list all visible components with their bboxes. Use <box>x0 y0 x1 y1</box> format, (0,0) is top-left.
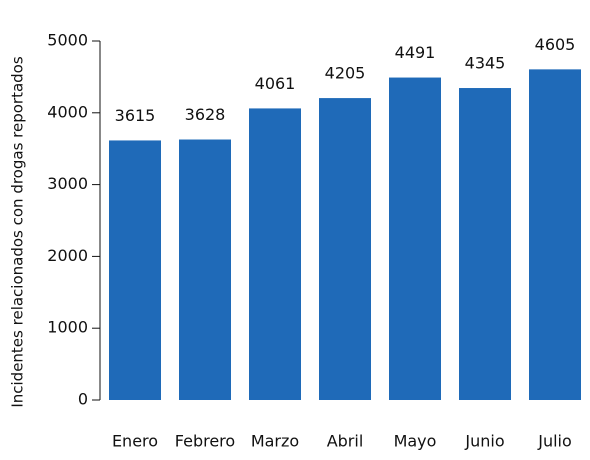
data-label: 4605 <box>535 35 576 54</box>
y-tick-label: 4000 <box>47 102 88 121</box>
y-tick-label: 5000 <box>47 31 88 50</box>
x-tick-label: Enero <box>112 432 158 451</box>
x-tick-label: Julio <box>537 432 572 451</box>
y-axis-label: Incidentes relacionados con drogas repor… <box>9 56 27 408</box>
data-label: 3628 <box>185 105 226 124</box>
y-tick-label: 0 <box>78 390 88 409</box>
bar <box>179 139 231 401</box>
y-tick-label: 1000 <box>47 318 88 337</box>
x-tick-label: Abril <box>327 432 364 451</box>
bar <box>109 140 161 400</box>
data-label: 4061 <box>255 74 296 93</box>
bar <box>529 69 581 401</box>
x-tick-label: Mayo <box>394 432 437 451</box>
x-tick-label: Febrero <box>175 432 235 451</box>
bar <box>459 88 511 401</box>
y-tick-label: 2000 <box>47 246 88 265</box>
data-label: 3615 <box>115 106 156 125</box>
data-label: 4491 <box>395 43 436 62</box>
bar <box>389 77 441 400</box>
bar <box>249 108 301 400</box>
x-tick-label: Junio <box>464 432 504 451</box>
x-tick-label: Marzo <box>251 432 299 451</box>
y-tick-label: 3000 <box>47 174 88 193</box>
bar <box>319 98 371 401</box>
data-label: 4205 <box>325 64 366 83</box>
data-label: 4345 <box>465 54 506 73</box>
